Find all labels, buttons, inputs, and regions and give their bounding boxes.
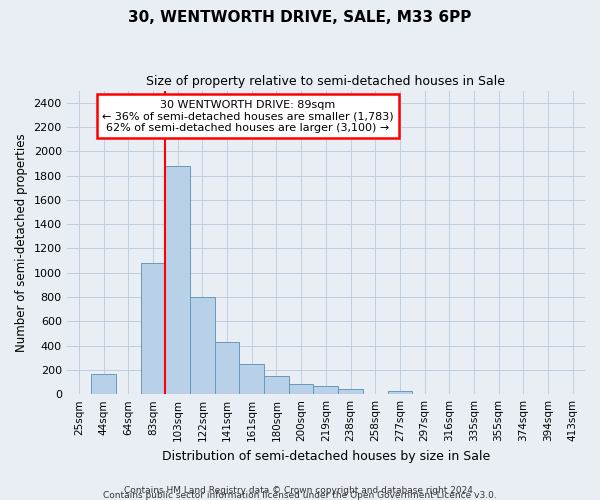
Text: 30 WENTWORTH DRIVE: 89sqm
← 36% of semi-detached houses are smaller (1,783)
62% : 30 WENTWORTH DRIVE: 89sqm ← 36% of semi-…	[102, 100, 394, 133]
Bar	[190, 297, 215, 394]
Bar	[239, 364, 264, 394]
Bar	[166, 166, 190, 394]
Y-axis label: Number of semi-detached properties: Number of semi-detached properties	[15, 133, 28, 352]
Bar	[215, 342, 239, 394]
Bar	[388, 391, 412, 394]
Bar	[313, 386, 338, 394]
X-axis label: Distribution of semi-detached houses by size in Sale: Distribution of semi-detached houses by …	[162, 450, 490, 462]
Text: Contains public sector information licensed under the Open Government Licence v3: Contains public sector information licen…	[103, 491, 497, 500]
Bar	[264, 376, 289, 394]
Bar	[338, 390, 363, 394]
Bar	[289, 384, 313, 394]
Title: Size of property relative to semi-detached houses in Sale: Size of property relative to semi-detach…	[146, 75, 505, 88]
Bar	[141, 263, 166, 394]
Bar	[91, 374, 116, 394]
Text: 30, WENTWORTH DRIVE, SALE, M33 6PP: 30, WENTWORTH DRIVE, SALE, M33 6PP	[128, 10, 472, 25]
Text: Contains HM Land Registry data © Crown copyright and database right 2024.: Contains HM Land Registry data © Crown c…	[124, 486, 476, 495]
